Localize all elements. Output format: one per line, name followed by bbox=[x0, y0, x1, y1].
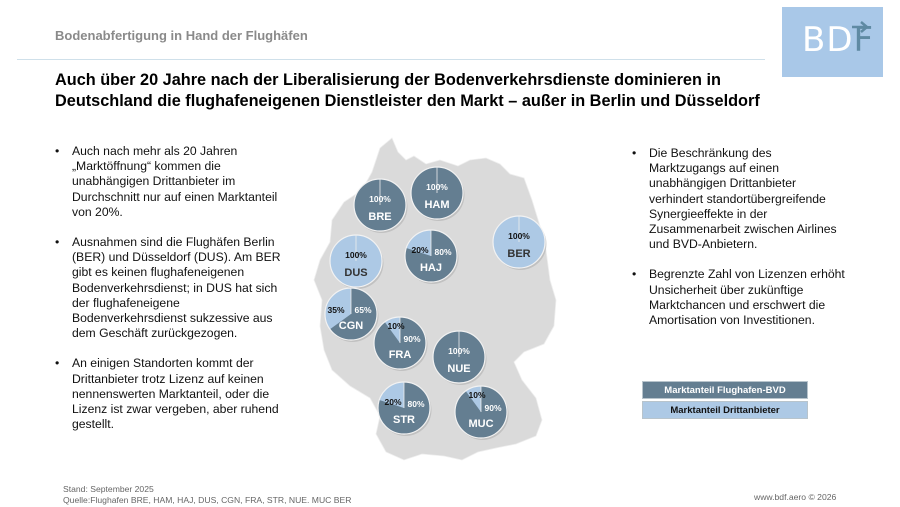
pie-code-label: STR bbox=[393, 414, 415, 426]
pie-code-label: FRA bbox=[389, 349, 412, 361]
pie-fra: FRA 90% 10% bbox=[373, 316, 428, 371]
legend-third-party: Marktanteil Drittanbieter bbox=[642, 401, 808, 419]
slice-third-party bbox=[379, 382, 404, 408]
pie-value-third-party: 10% bbox=[387, 321, 404, 331]
right-bullet-list: Die Beschränkung des Marktzugangs auf ei… bbox=[632, 146, 847, 343]
footer-copyright: www.bdf.aero © 2026 bbox=[754, 492, 837, 502]
pie-code-label: DUS bbox=[344, 267, 367, 279]
bullet-item: Begrenzte Zahl von Lizenzen erhöht Unsic… bbox=[632, 267, 847, 328]
logo-text: BDF bbox=[802, 20, 875, 60]
pie-nue: NUE 100% bbox=[432, 330, 487, 385]
headline-line-2: Deutschland die flughafeneigenen Dienstl… bbox=[55, 92, 760, 110]
header-divider bbox=[17, 59, 765, 60]
pie-haj: HAJ 80% 20% bbox=[404, 229, 459, 284]
bullet-item: Die Beschränkung des Marktzugangs auf ei… bbox=[632, 146, 847, 252]
pie-value-airport: 90% bbox=[403, 334, 420, 344]
pie-value-third-party: 20% bbox=[384, 397, 401, 407]
pie-cgn: CGN 65% 35% bbox=[324, 287, 379, 342]
pie-str: STR 80% 20% bbox=[377, 381, 432, 436]
pie-value-label: 100% bbox=[448, 346, 470, 356]
slice-third-party bbox=[406, 230, 431, 256]
left-bullet-list: Auch nach mehr als 20 Jahren „Marktöffnu… bbox=[55, 144, 285, 447]
bullet-item: Auch nach mehr als 20 Jahren „Marktöffnu… bbox=[55, 144, 285, 220]
legend-airport-bvd: Marktanteil Flughafen-BVD bbox=[642, 381, 808, 399]
pie-muc: MUC 90% 10% bbox=[454, 385, 509, 440]
pie-value-airport: 80% bbox=[434, 247, 451, 257]
pie-code-label: HAM bbox=[424, 199, 449, 211]
footer-quelle: Quelle:Flughafen BRE, HAM, HAJ, DUS, CGN… bbox=[63, 495, 352, 505]
pie-value-airport: 80% bbox=[407, 399, 424, 409]
pie-code-label: MUC bbox=[468, 418, 493, 430]
slice-third-party bbox=[325, 288, 351, 330]
footer-source: Stand: September 2025 Quelle:Flughafen B… bbox=[63, 484, 351, 506]
footer-stand: Stand: September 2025 bbox=[63, 484, 154, 494]
pie-code-label: NUE bbox=[447, 363, 470, 375]
bdf-logo: BDF bbox=[782, 7, 883, 77]
pie-value-airport: 90% bbox=[484, 403, 501, 413]
pie-value-third-party: 10% bbox=[468, 390, 485, 400]
pie-value-label: 100% bbox=[426, 182, 448, 192]
headline-line-1: Auch über 20 Jahre nach der Liberalisier… bbox=[55, 71, 721, 89]
pie-value-third-party: 20% bbox=[411, 245, 428, 255]
pie-value-third-party: 35% bbox=[327, 305, 344, 315]
legend: Marktanteil Flughafen-BVD Marktanteil Dr… bbox=[642, 381, 808, 419]
slice-third-party bbox=[384, 317, 400, 343]
slice-third-party bbox=[465, 386, 481, 412]
pie-value-label: 100% bbox=[508, 231, 530, 241]
pie-ber: BER 100% bbox=[492, 215, 547, 270]
pie-code-label: HAJ bbox=[420, 262, 442, 274]
pie-value-label: 100% bbox=[345, 250, 367, 260]
pie-value-label: 100% bbox=[369, 194, 391, 204]
pie-code-label: BER bbox=[507, 248, 530, 260]
pie-dus: DUS 100% bbox=[329, 234, 384, 289]
pie-ham: HAM 100% bbox=[410, 166, 465, 221]
section-title: Bodenabfertigung in Hand der Flughäfen bbox=[55, 28, 308, 43]
bullet-item: Ausnahmen sind die Flughäfen Berlin (BER… bbox=[55, 235, 285, 341]
germany-map-chart: BRE 100% HAM 100% BER 100% DUS 100% HAJ 80% 20% CGN… bbox=[313, 137, 557, 461]
headline: Auch über 20 Jahre nach der Liberalisier… bbox=[55, 70, 815, 112]
bullet-item: An einigen Standorten kommt der Drittanb… bbox=[55, 356, 285, 432]
pie-code-label: CGN bbox=[339, 320, 364, 332]
pie-bre: BRE 100% bbox=[353, 178, 408, 233]
pie-code-label: BRE bbox=[368, 211, 391, 223]
pie-value-airport: 65% bbox=[354, 305, 371, 315]
arrow-icon bbox=[852, 21, 869, 33]
